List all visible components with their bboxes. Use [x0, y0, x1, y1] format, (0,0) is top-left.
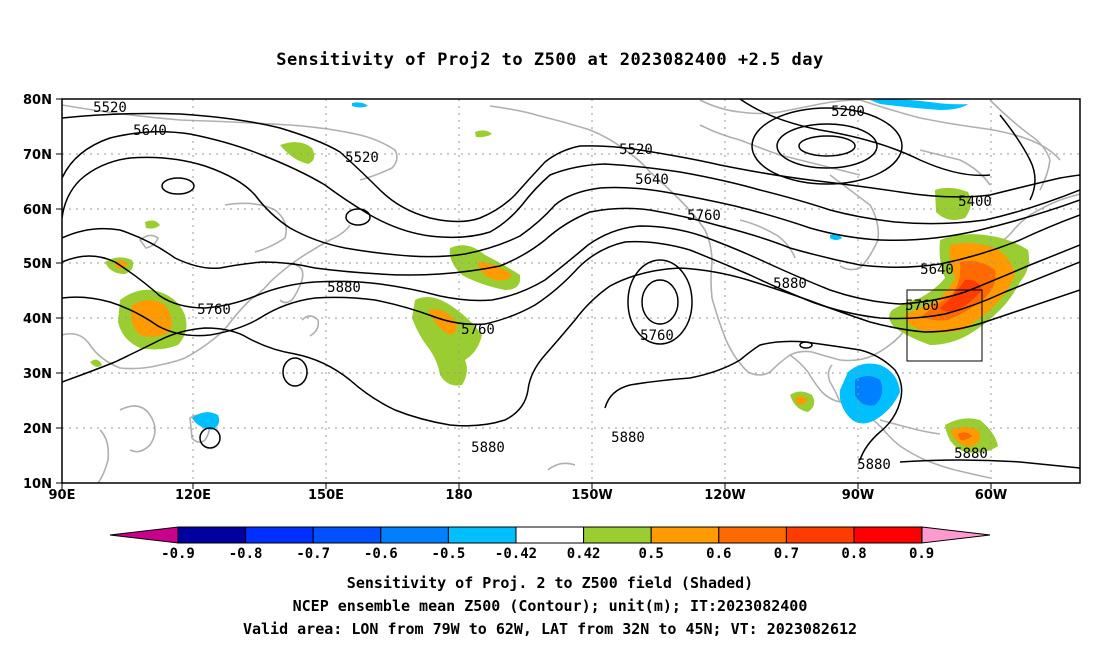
contour-label: 5640	[635, 172, 669, 188]
caption-shading: Sensitivity of Proj. 2 to Z500 field (Sh…	[346, 574, 754, 592]
lat-tick-label: 80N	[23, 93, 52, 108]
colorbar-tip-right	[921, 526, 991, 544]
colorbar-box	[312, 526, 382, 544]
contour-label: 5760	[197, 302, 231, 318]
axis-ticks	[56, 98, 992, 489]
colorbar-box	[447, 526, 517, 544]
map-panel	[62, 99, 1080, 483]
lon-tick-label: 180	[445, 488, 472, 503]
contour-label: 5640	[133, 123, 167, 139]
contour-label: 5760	[640, 328, 674, 344]
contour-label: 5280	[831, 104, 865, 120]
contour-label: 5520	[345, 150, 379, 166]
colorbar-label: -0.8	[229, 546, 263, 562]
lon-tick-label: 150E	[308, 488, 344, 503]
colorbar-label: -0.9	[161, 546, 195, 562]
lat-tick-label: 40N	[23, 312, 52, 327]
contour-label: 5520	[93, 100, 127, 116]
valid-area-box	[906, 289, 983, 362]
colorbar-label: 0.9	[909, 546, 934, 562]
lat-tick-label: 70N	[23, 148, 52, 163]
contour-label: 5760	[905, 298, 939, 314]
contour-label: 5760	[461, 322, 495, 338]
contour-label: 5400	[958, 194, 992, 210]
lat-tick-label: 10N	[23, 477, 52, 492]
colorbar-label: 0.8	[841, 546, 866, 562]
lat-tick-label: 30N	[23, 367, 52, 382]
colorbar-label: -0.7	[296, 546, 330, 562]
colorbar-label: 0.6	[706, 546, 731, 562]
lat-tick-labels: 80N 70N 60N 50N 40N 30N 20N 10N	[23, 93, 52, 492]
colorbar-label: 0.42	[567, 546, 601, 562]
lon-tick-label: 90E	[49, 488, 76, 503]
contour-label: 5880	[327, 280, 361, 296]
lat-tick-label: 50N	[23, 257, 52, 272]
lat-tick-label: 20N	[23, 422, 52, 437]
map-title: Sensitivity of Proj2 to Z500 at 20230824…	[276, 50, 824, 70]
contour-label: 5880	[857, 457, 891, 473]
contour-label: 5520	[619, 142, 653, 158]
contour-label: 5880	[954, 446, 988, 462]
colorbar-label: -0.6	[364, 546, 398, 562]
colorbar-box	[515, 526, 585, 544]
colorbar-box	[650, 526, 720, 544]
lon-tick-label: 120E	[175, 488, 211, 503]
colorbar-box	[853, 526, 923, 544]
colorbar-label: -0.42	[495, 546, 537, 562]
caption-contour: NCEP ensemble mean Z500 (Contour); unit(…	[292, 597, 808, 615]
lon-tick-label: 120W	[704, 488, 745, 503]
lon-tick-label: 60W	[975, 488, 1007, 503]
colorbar-box	[785, 526, 855, 544]
colorbar-label: -0.5	[432, 546, 466, 562]
map-frame	[61, 98, 1081, 484]
contour-label: 5880	[611, 430, 645, 446]
contour-label: 5880	[773, 276, 807, 292]
z500-contours	[62, 99, 1080, 469]
colorbar-box	[380, 526, 449, 544]
colorbar: -0.9 -0.8 -0.7 -0.6 -0.5 -0.42 0.42 0.5 0.6 0.7 0.…	[109, 526, 991, 562]
contour-labels: 5520 5640 5520 5880 5760 5760 5520 5640 …	[93, 100, 992, 473]
caption-valid-area: Valid area: LON from 79W to 62W, LAT fro…	[242, 620, 858, 638]
colorbar-box	[245, 526, 314, 544]
contour-label: 5880	[471, 440, 505, 456]
lon-tick-label: 90W	[842, 488, 874, 503]
lon-tick-label: 150W	[571, 488, 612, 503]
lon-tick-labels: 90E 120E 150E 180 150W 120W 90W 60W	[49, 488, 1008, 503]
contour-label: 5640	[920, 262, 954, 278]
colorbar-box	[718, 526, 787, 544]
colorbar-label: 0.5	[639, 546, 664, 562]
lat-tick-label: 60N	[23, 203, 52, 218]
colorbar-tip-left	[109, 526, 179, 544]
colorbar-box	[583, 526, 652, 544]
colorbar-box	[177, 526, 247, 544]
colorbar-label: 0.7	[774, 546, 799, 562]
contour-label: 5760	[687, 208, 721, 224]
